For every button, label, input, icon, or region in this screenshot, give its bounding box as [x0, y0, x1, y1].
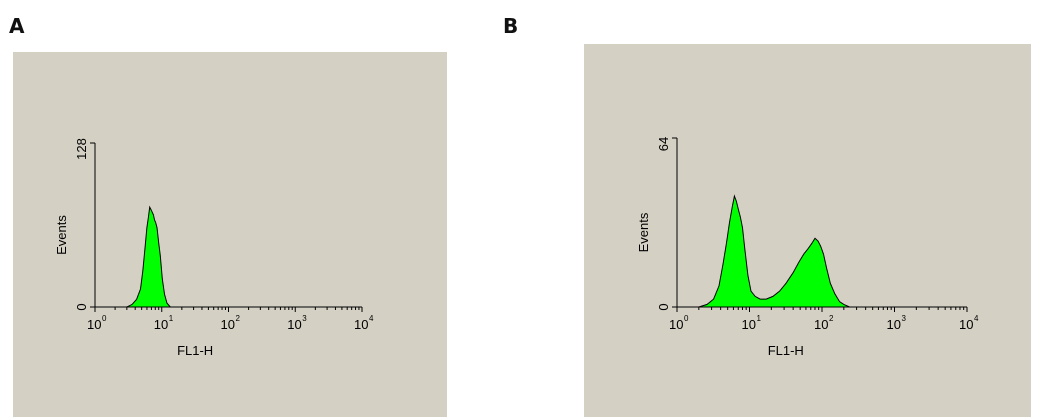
- y-tick-label-min: 0: [656, 303, 671, 310]
- x-tick-exponent: 1: [169, 314, 174, 323]
- x-tick-exponent: 4: [369, 314, 374, 323]
- x-tick-label: 10: [814, 317, 828, 332]
- y-tick-label-min: 0: [74, 303, 89, 310]
- y-axis-label: Events: [54, 215, 69, 255]
- histogram-fill: [698, 194, 850, 308]
- histogram-panel-a: 10 0 10 1 10 2 10 3 10 4 0 128 FL1-H Events: [13, 52, 447, 417]
- panel-label-b: B: [503, 14, 519, 38]
- x-tick-exponent: 0: [684, 314, 689, 323]
- x-tick-label: 10: [742, 317, 756, 332]
- x-tick-exponent: 2: [236, 314, 241, 323]
- x-tick-label: 10: [959, 317, 973, 332]
- x-tick-exponent: 0: [102, 314, 107, 323]
- histogram-fill: [126, 205, 172, 308]
- x-tick-label: 10: [287, 317, 301, 332]
- x-tick-exponent: 1: [757, 314, 762, 323]
- x-tick-label: 10: [87, 317, 101, 332]
- y-axis-label: Events: [636, 212, 651, 252]
- x-tick-exponent: 3: [902, 314, 907, 323]
- x-tick-label: 10: [354, 317, 368, 332]
- x-tick-label: 10: [669, 317, 683, 332]
- x-tick-label: 10: [221, 317, 235, 332]
- x-tick-exponent: 3: [302, 314, 307, 323]
- y-tick-label-max: 64: [656, 137, 671, 151]
- y-tick-label-max: 128: [74, 138, 89, 160]
- panel-label-a: A: [9, 14, 25, 38]
- x-axis-label: FL1-H: [768, 343, 804, 358]
- x-axis-label: FL1-H: [177, 343, 213, 358]
- x-tick-label: 10: [154, 317, 168, 332]
- x-tick-label: 10: [887, 317, 901, 332]
- histogram-panel-b: 10 0 10 1 10 2 10 3 10 4 0 64 FL1-H Events: [584, 44, 1031, 417]
- x-tick-exponent: 4: [974, 314, 979, 323]
- x-tick-exponent: 2: [829, 314, 834, 323]
